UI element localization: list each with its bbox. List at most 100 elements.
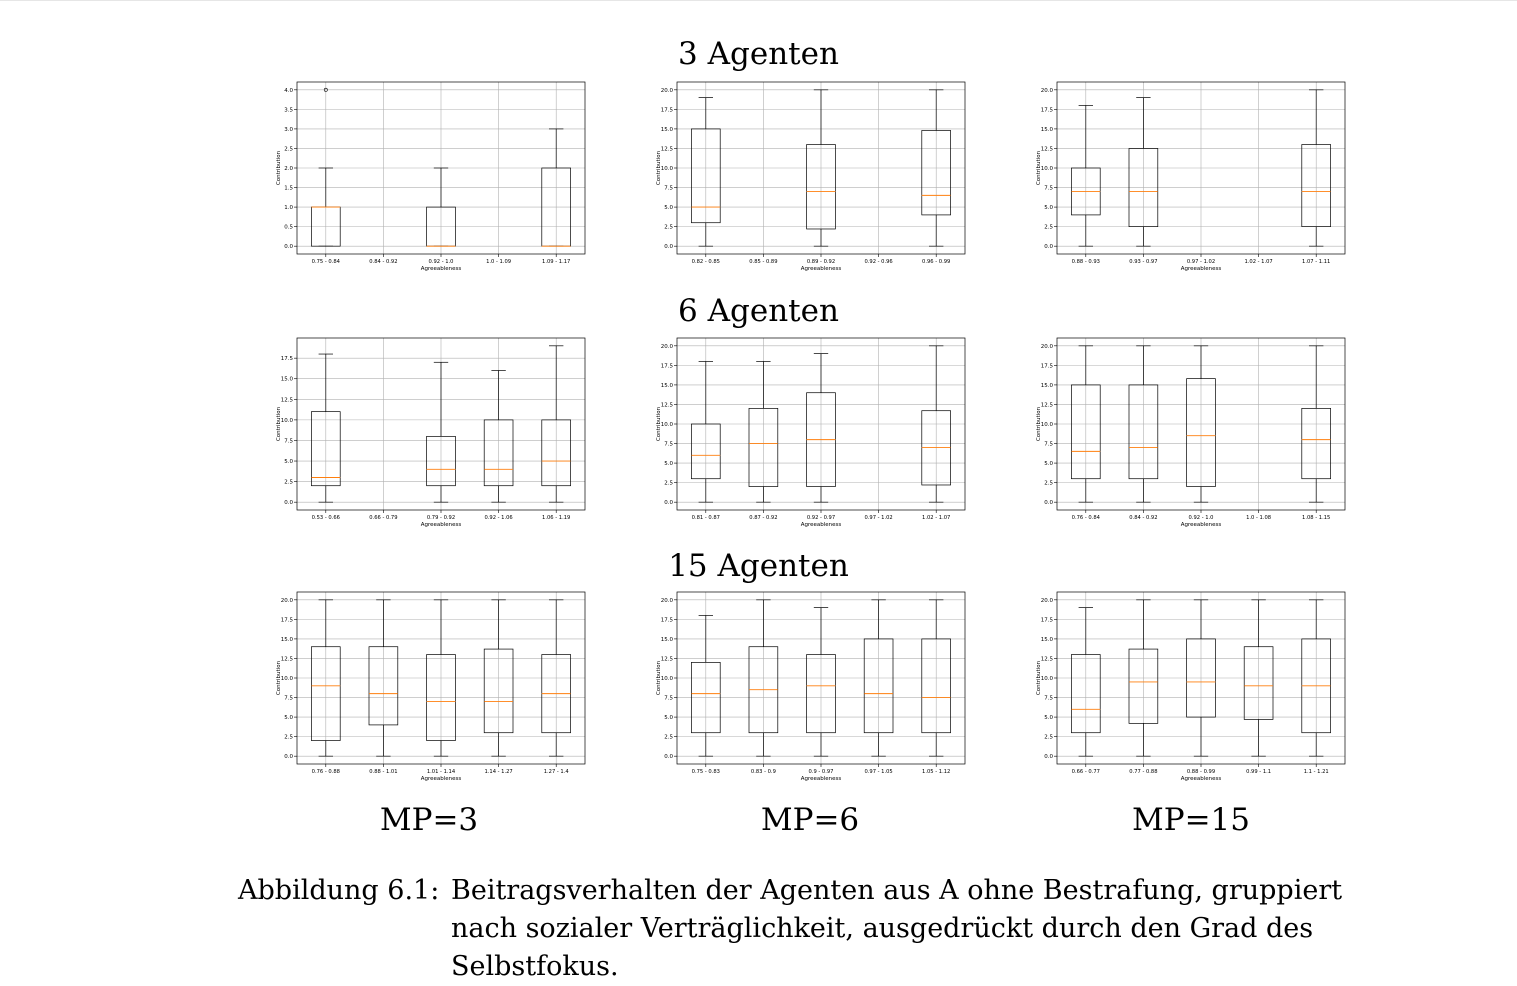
y-tick-label: 17.5	[1041, 107, 1054, 113]
y-tick-label: 0.0	[664, 754, 673, 760]
y-tick-label: 20.0	[281, 598, 294, 604]
x-tick-label: 0.66 - 0.77	[1072, 769, 1100, 775]
flier-point	[323, 87, 328, 92]
x-tick-label: 1.02 - 1.07	[922, 515, 950, 521]
y-tick-label: 0.0	[284, 244, 293, 250]
y-tick-label: 20.0	[1041, 88, 1054, 94]
iqr-box	[1071, 654, 1101, 734]
x-tick-label: 0.88 - 1.01	[369, 769, 397, 775]
y-tick-label: 5.0	[664, 461, 673, 467]
iqr-box	[483, 648, 514, 734]
y-tick-label: 0.0	[664, 244, 673, 250]
iqr-box	[806, 392, 836, 487]
x-axis-label: Agreeableness	[1181, 522, 1222, 528]
x-tick-label: 1.14 - 1.27	[484, 769, 512, 775]
x-tick-label: 1.09 - 1.17	[542, 259, 570, 265]
y-tick-label: 2.5	[664, 735, 673, 741]
boxplot-svg: 0.0 2.5 5.0 7.5 10.0 12.5 15.0 17.5 20.0 0.76 - 0…	[1036, 337, 1346, 528]
y-tick-label: 2.5	[1044, 735, 1053, 741]
boxplot-svg: 0.0 2.5 5.0 7.5 10.0 12.5 15.0 17.5 20.0 0.82 - 0…	[656, 81, 966, 272]
page-top-rule	[0, 0, 1517, 1]
y-tick-label: 20.0	[661, 88, 674, 94]
x-tick-label: 1.06 - 1.19	[542, 515, 570, 521]
x-tick-label: 0.97 - 1.02	[1187, 259, 1215, 265]
boxplot-box	[541, 599, 571, 757]
y-tick-label: 5.0	[284, 459, 293, 465]
x-tick-label: 0.87 - 0.92	[749, 515, 777, 521]
x-axis-label: Agreeableness	[801, 522, 842, 528]
y-tick-label: 4.0	[284, 88, 293, 94]
x-tick-label: 0.92 - 0.96	[864, 259, 892, 265]
boxplot-svg: 0.0 2.5 5.0 7.5 10.0 12.5 15.0 17.5 20.0 0.66 - 0…	[1036, 591, 1346, 782]
iqr-box	[311, 646, 341, 741]
x-tick-label: 0.97 - 1.05	[864, 769, 892, 775]
x-tick-label: 0.92 - 1.0	[429, 259, 454, 265]
boxplot-box	[921, 345, 951, 503]
y-tick-label: 3.0	[284, 127, 293, 133]
x-tick-label: 1.07 - 1.11	[1302, 259, 1330, 265]
boxplot-panel: 0.0 2.5 5.0 7.5 10.0 12.5 15.0 17.5 20.0 0.81 - 0…	[655, 336, 985, 536]
iqr-box	[921, 638, 951, 734]
y-tick-label: 10.0	[1041, 166, 1054, 172]
y-tick-label: 2.5	[1044, 481, 1053, 487]
iqr-box	[541, 419, 571, 487]
y-tick-label: 12.5	[281, 656, 294, 662]
boxplot-box	[748, 599, 779, 757]
y-tick-label: 10.0	[1041, 676, 1054, 682]
y-tick-label: 12.5	[1041, 146, 1054, 152]
boxplot-box	[426, 361, 456, 503]
y-tick-label: 7.5	[1044, 442, 1053, 448]
y-tick-label: 12.5	[1041, 656, 1054, 662]
y-axis-label: Contribution	[1036, 406, 1042, 441]
boxplot-box	[806, 89, 836, 247]
y-tick-label: 7.5	[284, 438, 293, 444]
boxplot-box	[368, 599, 399, 757]
x-tick-label: 0.82 - 0.85	[692, 259, 720, 265]
x-tick-label: 0.75 - 0.83	[692, 769, 720, 775]
boxplot-box	[1128, 345, 1159, 503]
y-tick-label: 5.0	[664, 715, 673, 721]
y-tick-label: 7.5	[1044, 696, 1053, 702]
boxplot-svg: 0.0 2.5 5.0 7.5 10.0 12.5 15.0 17.5 20.0 0.76 - 0…	[276, 591, 586, 782]
iqr-box	[1186, 638, 1216, 718]
y-tick-label: 17.5	[1041, 617, 1054, 623]
boxplot-panel: 0.0 2.5 5.0 7.5 10.0 12.5 15.0 17.5 20.0 0.75 - 0…	[655, 590, 985, 790]
iqr-box	[921, 130, 951, 216]
y-tick-label: 5.0	[1044, 715, 1053, 721]
x-tick-label: 0.76 - 0.84	[1072, 515, 1101, 521]
y-tick-label: 0.0	[1044, 500, 1053, 506]
iqr-box	[806, 144, 836, 230]
y-tick-label: 15.0	[661, 127, 674, 133]
boxplot-box	[311, 87, 341, 247]
y-axis-label: Contribution	[1036, 660, 1042, 695]
x-tick-label: 0.93 - 0.97	[1129, 259, 1157, 265]
y-tick-label: 12.5	[661, 146, 674, 152]
boxplot-box	[691, 361, 721, 503]
y-axis-label: Contribution	[276, 660, 282, 695]
iqr-box	[806, 654, 836, 734]
x-tick-label: 0.9 - 0.97	[809, 769, 834, 775]
x-tick-label: 0.85 - 0.89	[749, 259, 777, 265]
row-title-15-agenten: 15 Agenten	[668, 548, 849, 584]
iqr-box	[863, 638, 894, 734]
x-tick-label: 1.01 - 1.14	[427, 769, 456, 775]
y-tick-label: 0.5	[284, 225, 293, 231]
y-tick-label: 17.5	[1041, 363, 1054, 369]
y-tick-label: 15.0	[1041, 637, 1054, 643]
y-axis-label: Contribution	[656, 406, 662, 441]
iqr-box	[1128, 384, 1159, 480]
y-tick-label: 7.5	[664, 442, 673, 448]
x-tick-label: 0.97 - 1.02	[864, 515, 892, 521]
boxplot-box	[541, 128, 571, 247]
x-axis-label: Agreeableness	[421, 776, 462, 782]
boxplot-box	[311, 599, 341, 757]
y-tick-label: 0.0	[284, 500, 293, 506]
iqr-box	[311, 411, 341, 487]
iqr-box	[483, 419, 514, 487]
boxplot-box	[1301, 345, 1331, 503]
y-tick-label: 12.5	[661, 402, 674, 408]
boxplot-box	[691, 615, 721, 757]
y-tick-label: 2.5	[1044, 225, 1053, 231]
y-tick-label: 10.0	[1041, 422, 1054, 428]
boxplot-box	[921, 89, 951, 247]
